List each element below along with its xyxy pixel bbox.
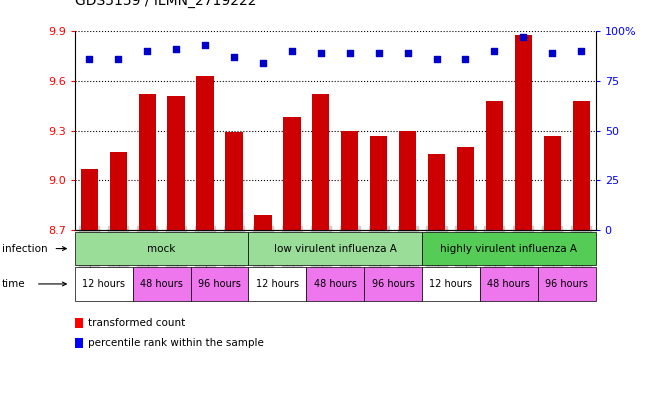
Point	[489, 48, 499, 55]
Point	[84, 56, 94, 62]
Text: 12 hours: 12 hours	[430, 279, 473, 289]
Point	[286, 48, 297, 55]
Bar	[486, 101, 503, 230]
Bar	[197, 76, 214, 230]
Bar	[255, 215, 271, 230]
Point	[200, 42, 210, 48]
Text: 48 hours: 48 hours	[488, 279, 531, 289]
Bar	[312, 94, 329, 230]
Text: 12 hours: 12 hours	[82, 279, 125, 289]
Text: highly virulent influenza A: highly virulent influenza A	[440, 244, 577, 253]
Text: 48 hours: 48 hours	[314, 279, 357, 289]
Bar	[399, 130, 416, 230]
Bar	[370, 136, 387, 230]
Bar	[167, 96, 185, 230]
Bar	[428, 154, 445, 230]
Point	[374, 50, 384, 57]
Bar	[544, 136, 561, 230]
Point	[402, 50, 413, 57]
Bar	[283, 118, 301, 230]
Text: 48 hours: 48 hours	[140, 279, 183, 289]
Point	[229, 54, 239, 61]
Point	[576, 48, 587, 55]
Bar	[81, 169, 98, 230]
Bar	[225, 132, 243, 230]
Text: infection: infection	[2, 244, 48, 253]
Bar	[109, 152, 127, 230]
Text: percentile rank within the sample: percentile rank within the sample	[88, 338, 264, 348]
Point	[171, 46, 182, 52]
Bar	[341, 130, 359, 230]
Point	[142, 48, 152, 55]
Text: time: time	[2, 279, 25, 289]
Point	[344, 50, 355, 57]
Text: 12 hours: 12 hours	[256, 279, 299, 289]
Point	[258, 60, 268, 66]
Text: GDS5159 / ILMN_2719222: GDS5159 / ILMN_2719222	[75, 0, 256, 8]
Text: 96 hours: 96 hours	[198, 279, 241, 289]
Text: 96 hours: 96 hours	[372, 279, 415, 289]
Point	[518, 34, 529, 40]
Point	[432, 56, 442, 62]
Bar	[515, 35, 532, 230]
Bar	[572, 101, 590, 230]
Text: 96 hours: 96 hours	[546, 279, 588, 289]
Point	[547, 50, 557, 57]
Text: transformed count: transformed count	[88, 318, 185, 328]
Bar	[457, 147, 474, 230]
Text: mock: mock	[148, 244, 176, 253]
Point	[113, 56, 124, 62]
Text: low virulent influenza A: low virulent influenza A	[274, 244, 396, 253]
Point	[460, 56, 471, 62]
Point	[316, 50, 326, 57]
Bar	[139, 94, 156, 230]
